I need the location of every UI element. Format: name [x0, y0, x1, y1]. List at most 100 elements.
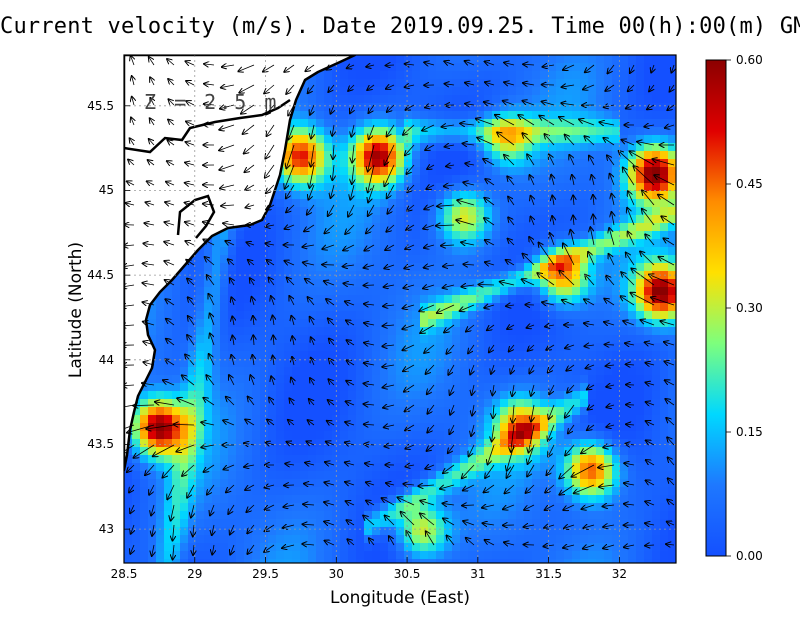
speed-cell — [588, 287, 597, 296]
speed-cell — [428, 71, 437, 80]
speed-cell — [428, 343, 437, 352]
speed-cell — [300, 199, 309, 208]
speed-cell — [532, 327, 541, 336]
speed-cell — [324, 151, 333, 160]
speed-cell — [532, 167, 541, 176]
speed-cell — [644, 559, 653, 563]
speed-cell — [532, 231, 541, 240]
speed-cell — [652, 511, 661, 520]
speed-cell — [532, 263, 541, 272]
speed-cell — [476, 535, 485, 544]
speed-cell — [388, 407, 397, 416]
speed-cell — [580, 95, 589, 104]
speed-cell — [132, 415, 141, 424]
speed-cell — [652, 151, 661, 160]
speed-cell — [620, 311, 629, 320]
speed-cell — [548, 191, 557, 200]
speed-cell — [308, 551, 317, 560]
speed-cell — [660, 519, 669, 528]
speed-cell — [660, 263, 669, 272]
speed-cell — [508, 119, 517, 128]
velocity-arrow — [164, 242, 175, 245]
speed-cell — [460, 135, 469, 144]
speed-cell — [564, 383, 573, 392]
speed-cell — [388, 415, 397, 424]
velocity-arrow — [271, 296, 274, 306]
speed-cell — [668, 295, 676, 304]
speed-cell — [596, 63, 605, 72]
speed-cell — [516, 375, 525, 384]
speed-cell — [500, 367, 509, 376]
speed-cell — [420, 447, 429, 456]
speed-cell — [508, 183, 517, 192]
speed-cell — [612, 343, 621, 352]
speed-cell — [164, 351, 173, 360]
speed-cell — [596, 175, 605, 184]
speed-cell — [612, 319, 621, 328]
speed-cell — [164, 391, 173, 400]
speed-cell — [364, 103, 373, 112]
speed-cell — [220, 399, 229, 408]
speed-cell — [596, 543, 605, 552]
speed-cell — [516, 527, 525, 536]
speed-cell — [212, 255, 221, 264]
velocity-arrow — [168, 140, 175, 145]
speed-cell — [604, 415, 613, 424]
speed-cell — [668, 551, 676, 560]
speed-cell — [396, 287, 405, 296]
speed-cell — [588, 199, 597, 208]
speed-cell — [620, 463, 629, 472]
speed-cell — [276, 463, 285, 472]
speed-cell — [140, 543, 149, 552]
speed-cell — [644, 263, 653, 272]
speed-cell — [292, 375, 301, 384]
speed-cell — [652, 543, 661, 552]
speed-cell — [532, 503, 541, 512]
speed-cell — [412, 95, 421, 104]
speed-cell — [444, 79, 453, 88]
velocity-arrow — [590, 227, 595, 246]
speed-cell — [284, 167, 293, 176]
speed-cell — [196, 255, 205, 264]
speed-cell — [532, 535, 541, 544]
speed-cell — [404, 271, 413, 280]
speed-cell — [388, 287, 397, 296]
velocity-arrow — [143, 322, 155, 325]
speed-cell — [292, 231, 301, 240]
speed-cell — [524, 311, 533, 320]
velocity-arrow — [245, 419, 255, 426]
velocity-arrow — [286, 84, 295, 94]
speed-cell — [380, 215, 389, 224]
speed-cell — [412, 103, 421, 112]
speed-cell — [308, 343, 317, 352]
velocity-arrow — [142, 302, 155, 305]
speed-cell — [572, 559, 581, 563]
speed-cell — [476, 303, 485, 312]
velocity-arrow — [585, 64, 595, 72]
speed-cell — [436, 335, 445, 344]
speed-cell — [508, 383, 517, 392]
speed-cell — [204, 519, 213, 528]
speed-cell — [644, 63, 653, 72]
speed-cell — [452, 455, 461, 464]
speed-cell — [316, 247, 325, 256]
speed-cell — [412, 415, 421, 424]
speed-cell — [484, 327, 493, 336]
speed-cell — [156, 455, 165, 464]
speed-cell — [620, 551, 629, 560]
speed-cell — [468, 143, 477, 152]
velocity-arrow — [266, 104, 275, 115]
speed-cell — [412, 167, 421, 176]
speed-cell — [572, 303, 581, 312]
speed-cell — [276, 447, 285, 456]
speed-cell — [284, 263, 293, 272]
velocity-arrow — [549, 155, 555, 166]
speed-cell — [668, 535, 676, 544]
speed-cell — [332, 119, 341, 128]
speed-cell — [612, 207, 621, 216]
speed-cell — [460, 319, 469, 328]
speed-cell — [324, 167, 333, 176]
speed-cell — [636, 215, 645, 224]
speed-cell — [452, 79, 461, 88]
velocity-arrow — [485, 179, 495, 186]
